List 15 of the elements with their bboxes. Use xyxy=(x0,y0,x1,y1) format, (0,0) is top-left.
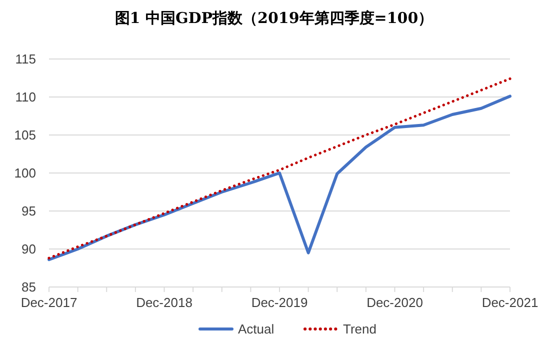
x-tick-label: Dec-2018 xyxy=(136,295,192,310)
legend-label: Trend xyxy=(343,322,376,336)
y-tick-label: 100 xyxy=(14,166,36,180)
chart-title: 图1 中国GDP指数（2019年第四季度=100） xyxy=(114,9,434,27)
y-tick-label: 115 xyxy=(15,52,36,66)
x-tick-label: Dec-2017 xyxy=(20,295,78,310)
y-tick-label: 95 xyxy=(22,204,36,218)
x-tick-label: Dec-2021 xyxy=(482,295,538,310)
y-tick-label: 110 xyxy=(15,90,36,104)
y-tick-label: 105 xyxy=(14,128,36,142)
legend-label: Actual xyxy=(238,322,274,336)
x-tick-label: Dec-2020 xyxy=(366,295,423,310)
x-tick-label: Dec-2019 xyxy=(251,295,308,310)
y-tick-label: 85 xyxy=(22,280,36,294)
y-tick-label: 90 xyxy=(22,242,36,256)
